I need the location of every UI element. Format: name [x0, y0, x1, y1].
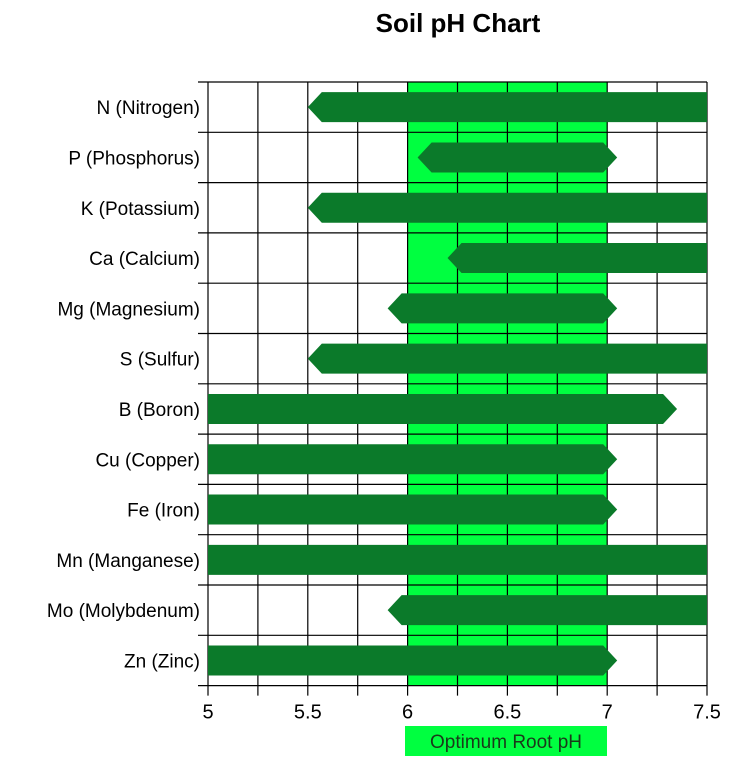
category-label: Ca (Calcium) [89, 249, 200, 270]
range-bar [208, 393, 678, 424]
category-label: Cu (Copper) [95, 450, 200, 471]
range-bar [387, 595, 707, 626]
x-tick-label: 7.5 [693, 702, 721, 724]
optimum-band-label: Optimum Root pH [430, 732, 582, 753]
x-tick-label: 5.5 [294, 702, 322, 724]
range-bar [208, 544, 707, 575]
range-bar [208, 645, 618, 676]
optimum-band-label-box [405, 726, 607, 756]
x-tick-label: 5 [202, 702, 213, 724]
category-label: Fe (Iron) [127, 501, 200, 522]
category-label: K (Potassium) [81, 199, 200, 220]
category-label: Mo (Molybdenum) [47, 601, 200, 622]
range-bar [417, 142, 618, 173]
x-tick-label: 6.5 [493, 702, 521, 724]
range-bar [307, 192, 707, 223]
range-bar [387, 293, 618, 324]
category-label: Mg (Magnesium) [57, 299, 200, 320]
x-tick-label: 6 [402, 702, 413, 724]
chart-title: Soil pH Chart [376, 8, 541, 38]
range-bar [447, 243, 707, 274]
category-label: Zn (Zinc) [124, 651, 200, 672]
category-label: B (Boron) [119, 400, 200, 421]
x-tick-label: 7 [602, 702, 613, 724]
range-bar [208, 444, 618, 475]
range-bar [307, 92, 707, 123]
category-label: S (Sulfur) [120, 350, 200, 371]
range-bar [208, 494, 618, 525]
category-label: Mn (Manganese) [56, 551, 200, 572]
category-label: P (Phosphorus) [68, 148, 200, 169]
range-bar [307, 343, 707, 374]
category-label: N (Nitrogen) [97, 98, 200, 119]
